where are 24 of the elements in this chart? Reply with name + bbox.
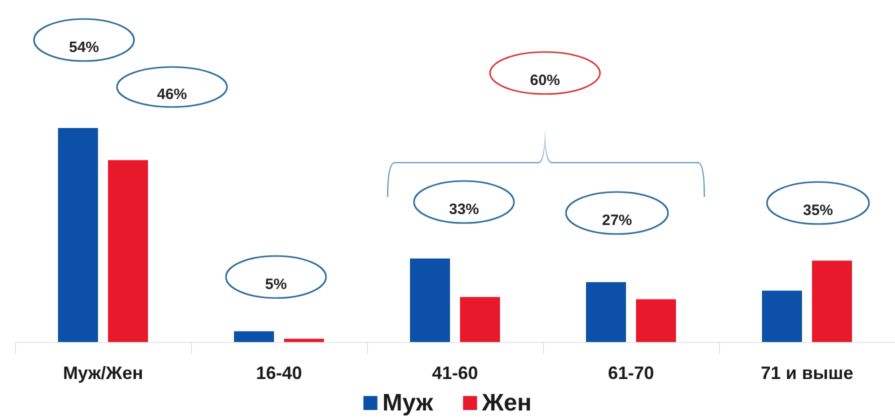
x-tick-label: Муж/Жен bbox=[62, 363, 144, 383]
x-tick-label: 71 и выше bbox=[760, 363, 854, 383]
bar bbox=[410, 258, 450, 342]
x-tick-label: 16-40 bbox=[256, 363, 302, 383]
annotation: 35% bbox=[802, 202, 834, 219]
bar bbox=[762, 290, 802, 342]
legend-label: Муж bbox=[382, 390, 434, 416]
annotation: 33% bbox=[448, 201, 480, 218]
x-tick-label: 41-60 bbox=[432, 363, 478, 383]
bar bbox=[108, 160, 148, 342]
text: 54% bbox=[68, 39, 100, 56]
bar bbox=[234, 331, 274, 342]
annotation: 27% bbox=[602, 212, 632, 229]
bar bbox=[284, 338, 324, 342]
bar bbox=[586, 282, 626, 342]
bar bbox=[58, 128, 98, 342]
legend-label: Жен bbox=[481, 390, 532, 416]
bar bbox=[460, 297, 500, 342]
bar bbox=[812, 260, 852, 342]
bar bbox=[636, 299, 676, 342]
annotation: 5% bbox=[265, 276, 287, 293]
x-tick-label: 61-70 bbox=[608, 363, 654, 383]
text: 60% bbox=[530, 72, 560, 89]
text: 46% bbox=[156, 86, 188, 103]
